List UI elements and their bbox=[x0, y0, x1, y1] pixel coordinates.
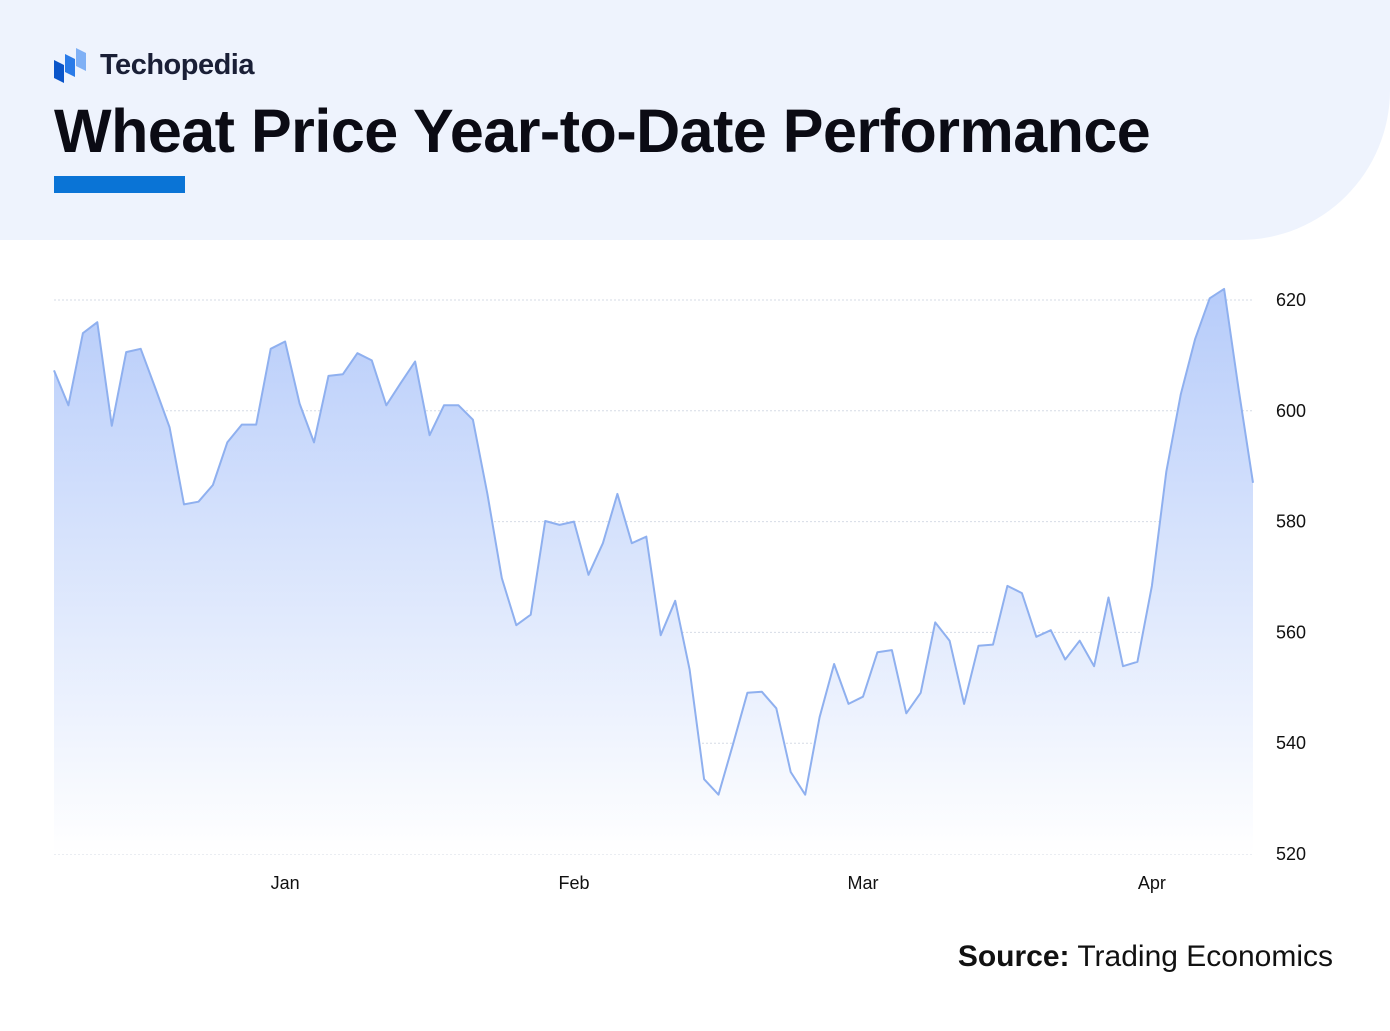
price-area bbox=[54, 288, 1253, 854]
y-tick-label: 580 bbox=[1276, 512, 1306, 532]
area-layer bbox=[54, 288, 1253, 854]
y-tick-label: 540 bbox=[1276, 733, 1306, 753]
header-background bbox=[0, 0, 1390, 240]
x-axis-ticks: Jan Feb Mar Apr bbox=[271, 873, 1166, 893]
line-layer bbox=[53, 287, 1254, 796]
x-tick-label: Apr bbox=[1138, 873, 1166, 893]
y-tick-label: 620 bbox=[1276, 290, 1306, 310]
source-label: Source: bbox=[957, 940, 1070, 973]
y-tick-label: 560 bbox=[1276, 622, 1306, 642]
y-tick-label: 600 bbox=[1276, 401, 1306, 421]
techopedia-logo-icon bbox=[54, 48, 86, 83]
brand: Techopedia bbox=[54, 46, 255, 84]
x-tick-label: Feb bbox=[559, 873, 590, 893]
title-underline bbox=[54, 176, 185, 193]
x-tick-label: Mar bbox=[847, 873, 878, 893]
y-tick-label: 520 bbox=[1276, 844, 1306, 864]
brand-name: Techopedia bbox=[100, 48, 255, 81]
y-axis-ticks: 620 600 580 560 540 520 bbox=[1276, 290, 1306, 864]
source-note: Source: Trading Economics bbox=[958, 940, 1333, 974]
source-text: Trading Economics bbox=[1077, 940, 1333, 973]
page-title: Wheat Price Year-to-Date Performance bbox=[54, 97, 1151, 165]
x-tick-label: Jan bbox=[271, 873, 300, 893]
price-line bbox=[53, 287, 1254, 796]
